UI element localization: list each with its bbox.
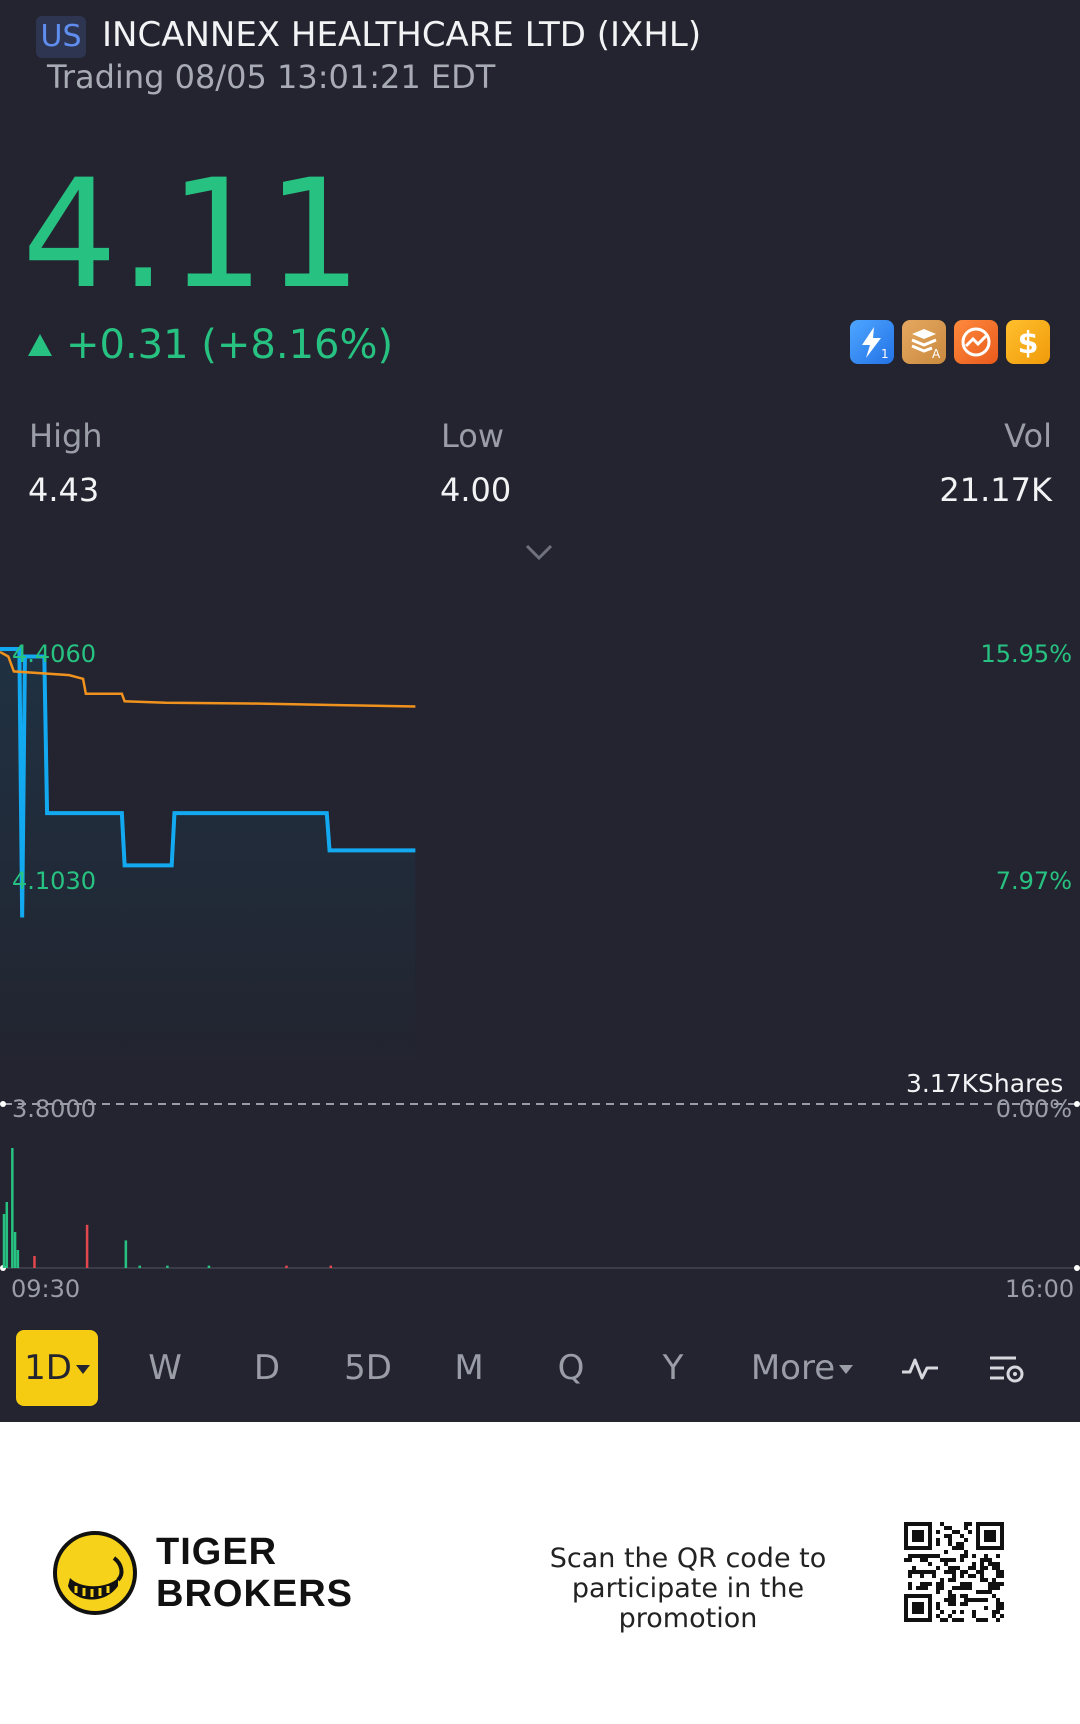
high-value: 4.43: [28, 471, 100, 509]
time-start: 09:30: [11, 1275, 81, 1303]
average-price-line: [0, 650, 416, 708]
chart-orange-icon[interactable]: [954, 320, 998, 364]
y-axis-left-top: 4.4060: [12, 640, 96, 668]
volume-bar: [33, 1256, 36, 1268]
stack-a-icon[interactable]: A: [902, 320, 946, 364]
volume-dot-right: [1074, 1265, 1080, 1271]
qr-code[interactable]: [904, 1522, 1004, 1622]
baseline-dot-right: [1074, 1101, 1080, 1107]
caret-down-icon: [75, 1365, 90, 1374]
indicator-icon[interactable]: [900, 1352, 940, 1384]
tab-more-label: More: [750, 1348, 836, 1388]
svg-text:1: 1: [881, 347, 889, 361]
high-label: High: [29, 417, 103, 455]
brand-name-line1: TIGER: [156, 1531, 278, 1573]
y-axis-left-mid: 4.1030: [12, 867, 96, 895]
volume-bar: [329, 1265, 333, 1268]
chart-settings-icon[interactable]: [986, 1350, 1026, 1386]
tab-1d[interactable]: 1D: [16, 1330, 98, 1406]
up-arrow-icon: [28, 334, 52, 356]
tab-more[interactable]: More: [742, 1330, 862, 1406]
volume-bar: [207, 1265, 211, 1268]
dollar-icon[interactable]: $: [1006, 320, 1050, 364]
volume-bar: [124, 1240, 128, 1268]
promo-text: Scan the QR code to participate in the p…: [500, 1544, 876, 1634]
volume-bar: [2, 1214, 6, 1268]
market-tag: US: [36, 16, 86, 58]
tab-y[interactable]: Y: [662, 1348, 684, 1388]
low-label: Low: [441, 417, 505, 455]
caret-down-icon: [839, 1365, 854, 1374]
svg-text:A: A: [932, 347, 941, 361]
intraday-chart[interactable]: [0, 600, 1080, 1280]
volume-bar: [5, 1202, 9, 1268]
y-axis-left-bottom: 3.8000: [12, 1095, 96, 1123]
volume-bar: [16, 1250, 20, 1268]
chevron-down-icon[interactable]: [524, 540, 554, 564]
volume-bar: [85, 1224, 89, 1268]
promo-line1: Scan the QR code to: [549, 1543, 827, 1574]
tab-5d[interactable]: 5D: [344, 1348, 392, 1388]
tab-1d-label: 1D: [24, 1348, 72, 1388]
feature-badges: 1 A $: [850, 320, 1050, 364]
price-line: [0, 647, 416, 918]
time-end: 16:00: [1005, 1275, 1075, 1303]
tab-w[interactable]: W: [148, 1348, 182, 1388]
promo-line2: participate in the promotion: [571, 1573, 805, 1634]
tab-d[interactable]: D: [253, 1348, 281, 1388]
volume-bar: [285, 1265, 288, 1268]
tab-q[interactable]: Q: [557, 1348, 585, 1388]
y-axis-right-mid: 7.97%: [995, 867, 1072, 895]
svg-text:$: $: [1018, 326, 1039, 361]
vol-value: 21.17K: [939, 471, 1052, 509]
brand-name-line2: BROKERS: [156, 1573, 354, 1615]
period-tabs: 1D W D 5D M Q Y More: [0, 1330, 1080, 1410]
trading-status: Trading 08/05 13:01:21 EDT: [47, 58, 496, 96]
volume-bar: [13, 1232, 17, 1268]
last-price: 4.11: [22, 148, 364, 322]
y-axis-right-top: 15.95%: [980, 640, 1072, 668]
low-value: 4.00: [440, 471, 512, 509]
volume-bar: [138, 1265, 141, 1268]
y-axis-right-bottom: 0.00%: [995, 1095, 1072, 1123]
tiger-logo: [53, 1531, 137, 1615]
volume-label: 3.17KShares: [906, 1069, 1064, 1098]
vol-label: Vol: [1004, 417, 1052, 455]
price-change: +0.31 (+8.16%): [66, 322, 394, 368]
quote-panel: US INCANNEX HEALTHCARE LTD (IXHL) Tradin…: [0, 0, 1080, 1422]
volume-bar: [11, 1148, 14, 1268]
price-area: [0, 649, 416, 1080]
stock-title: INCANNEX HEALTHCARE LTD (IXHL): [102, 15, 702, 55]
volume-bar: [166, 1265, 169, 1268]
tab-m[interactable]: M: [454, 1348, 484, 1388]
baseline-dot-left: [0, 1101, 6, 1107]
flash-level1-icon[interactable]: 1: [850, 320, 894, 364]
